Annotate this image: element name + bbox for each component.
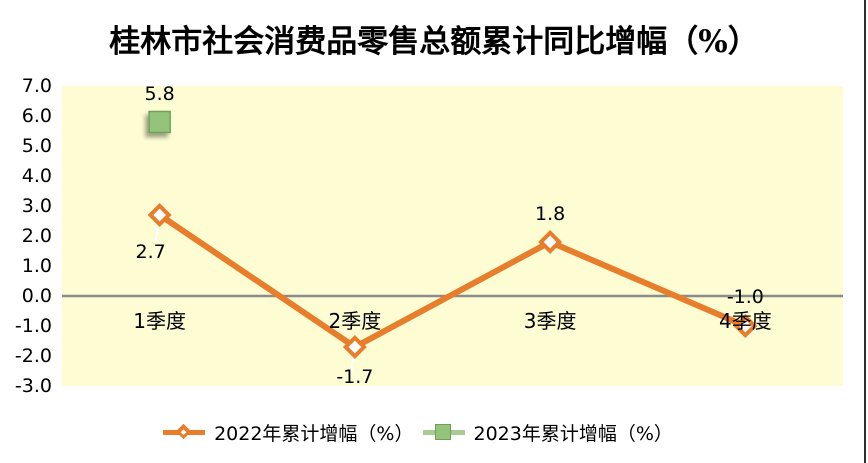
screen-right-border <box>864 0 866 463</box>
y-tick-label: 5.0 <box>21 135 52 157</box>
y-tick-label: -2.0 <box>14 345 52 367</box>
legend-label-2022: 2022年累计增幅（%） <box>214 422 414 445</box>
y-tick-label: 4.0 <box>21 165 52 187</box>
legend-line-square-icon <box>422 423 465 440</box>
y-tick-label: 2.0 <box>21 225 52 247</box>
y-tick-label: 6.0 <box>21 105 52 127</box>
data-label: -1.7 <box>336 366 373 388</box>
y-tick-label: 0.0 <box>21 285 52 307</box>
data-label: -1.0 <box>727 286 764 308</box>
series-lines <box>156 212 749 350</box>
legend-item-2023: 2023年累计增幅（%） <box>422 419 673 446</box>
data-label: 5.8 <box>145 83 175 105</box>
x-category-label: 1季度 <box>133 309 186 333</box>
y-tick-label: 7.0 <box>21 75 52 97</box>
chart-title: 桂林市社会消费品零售总额累计同比增幅（%） <box>109 24 759 60</box>
y-tick-label: -1.0 <box>14 315 52 337</box>
x-category-label: 4季度 <box>719 309 772 333</box>
legend: 2022年累计增幅（%） 2023年累计增幅（%） <box>0 417 852 447</box>
legend-item-2022: 2022年累计增幅（%） <box>163 419 414 446</box>
data-labels: 2.7 -1.7 1.8 -1.0 5.8 <box>136 83 764 388</box>
data-label: 2.7 <box>136 241 166 263</box>
series-markers <box>147 110 758 360</box>
label-leader-lines <box>154 221 355 375</box>
y-tick-label: -3.0 <box>14 375 52 397</box>
x-category-label: 3季度 <box>523 309 577 333</box>
data-label: 1.8 <box>535 203 565 225</box>
legend-label-2023: 2023年累计增幅（%） <box>473 422 673 445</box>
legend-line-diamond-icon <box>163 423 206 440</box>
y-tick-label: 3.0 <box>21 195 52 217</box>
x-category-label: 2季度 <box>328 309 382 333</box>
y-tick-label: 1.0 <box>21 255 52 277</box>
